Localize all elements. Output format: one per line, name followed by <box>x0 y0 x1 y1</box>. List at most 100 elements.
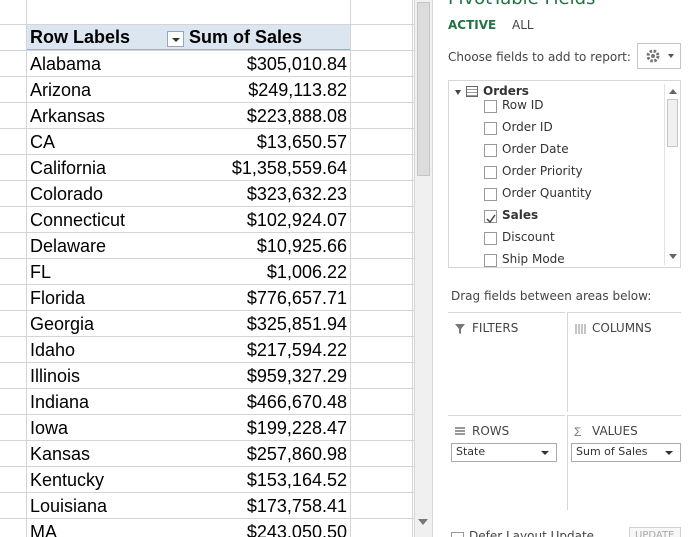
row-label: Kansas <box>30 444 91 464</box>
field-list-scrollbar[interactable] <box>664 84 680 265</box>
collapse-toggle[interactable] <box>455 90 461 95</box>
area-field-name: State <box>456 445 486 458</box>
sales-value: $173,758.41 <box>246 496 347 516</box>
drop-area: FILTERS <box>448 312 565 412</box>
row-gridline <box>0 154 414 155</box>
row-gridline <box>0 232 414 233</box>
sales-value: $243,050.50 <box>246 522 347 537</box>
row-gridline <box>0 76 414 77</box>
area-glyph <box>455 427 465 435</box>
field-checkbox[interactable] <box>484 100 497 113</box>
row-label: Alabama <box>30 54 102 74</box>
row-label: Delaware <box>30 236 107 256</box>
field-checkbox[interactable] <box>484 254 497 267</box>
tools-button[interactable] <box>637 43 681 69</box>
area-field-button[interactable]: State <box>451 443 557 462</box>
row-label: Kentucky <box>30 470 105 490</box>
row-label: Georgia <box>30 314 95 334</box>
column-gridline <box>26 0 27 537</box>
checkmark <box>486 214 496 224</box>
field-checkbox[interactable] <box>484 188 497 201</box>
row-label: FL <box>30 262 52 282</box>
sales-value: $466,670.48 <box>246 392 347 412</box>
area-glyph: Σ <box>574 425 581 439</box>
sales-value: $257,860.98 <box>246 444 347 464</box>
row-gridline <box>0 24 414 25</box>
update-button[interactable]: UPDATE <box>629 527 681 537</box>
dropdown-arrow <box>172 38 180 42</box>
row-filter-dropdown[interactable] <box>167 31 184 47</box>
field-name[interactable]: Order Date <box>502 142 569 156</box>
row-gridline <box>0 180 414 181</box>
sales-value: $10,925.66 <box>256 236 347 256</box>
sum-of-sales-header: Sum of Sales <box>189 27 303 47</box>
tab-active[interactable]: ACTIVE <box>448 18 497 32</box>
field-name[interactable]: Discount <box>502 230 555 244</box>
row-gridline <box>0 440 414 441</box>
field-checkbox[interactable] <box>484 232 497 245</box>
choose-fields-prompt: Choose fields to add to report: <box>448 50 631 64</box>
row-label: Idaho <box>30 340 76 360</box>
row-labels-header: Row Labels <box>30 27 131 47</box>
field-name[interactable]: Ship Mode <box>502 252 565 266</box>
field-name[interactable]: Sales <box>502 208 539 222</box>
field-checkbox[interactable] <box>484 144 497 157</box>
sheet-scrollbar[interactable] <box>414 0 432 537</box>
gear-icon <box>646 49 674 63</box>
defer-checkbox[interactable] <box>451 532 464 537</box>
scroll-thumb[interactable] <box>417 2 430 176</box>
area-icon <box>454 425 466 437</box>
pane-title: PivotTable Fields <box>448 0 595 9</box>
field-checkbox[interactable] <box>484 166 497 179</box>
spreadsheet: Row Labels Sum of Sales Alabama $305,010.84… <box>0 0 414 537</box>
drop-area: ROWS State <box>448 415 565 510</box>
row-label: Indiana <box>30 392 90 412</box>
row-label: Iowa <box>30 418 69 438</box>
row-label: CA <box>30 132 56 152</box>
sales-value: $13,650.57 <box>256 132 347 152</box>
field-name[interactable]: Order Quantity <box>502 186 592 200</box>
row-gridline <box>0 362 414 363</box>
area-icon <box>454 322 466 334</box>
area-label: ROWS <box>472 424 510 438</box>
row-label: Florida <box>30 288 86 308</box>
field-name[interactable]: Order ID <box>502 120 553 134</box>
field-checkbox[interactable] <box>484 122 497 135</box>
svg-text:Σ: Σ <box>574 426 581 438</box>
scroll-up-arrow[interactable] <box>669 89 677 94</box>
row-label: Illinois <box>30 366 81 386</box>
sales-value: $305,010.84 <box>246 54 347 74</box>
scroll-thumb[interactable] <box>667 99 678 147</box>
scroll-down-arrow[interactable] <box>669 254 677 259</box>
sales-value: $217,594.22 <box>246 340 347 360</box>
area-label: COLUMNS <box>592 321 652 335</box>
sales-value: $1,006.22 <box>266 262 347 282</box>
area-field-button[interactable]: Sum of Sales <box>571 443 681 462</box>
area-label: FILTERS <box>472 321 519 335</box>
scroll-down-arrow[interactable] <box>418 519 428 525</box>
row-gridline <box>0 518 414 519</box>
column-gridline <box>350 0 351 537</box>
area-label: VALUES <box>592 424 638 438</box>
table-icon <box>466 86 478 97</box>
row-gridline <box>0 414 414 415</box>
row-label: Louisiana <box>30 496 108 516</box>
sales-value: $249,113.82 <box>248 80 347 100</box>
field-checkbox[interactable] <box>484 210 497 224</box>
field-name[interactable]: Order Priority <box>502 164 583 178</box>
sales-value: $325,851.94 <box>246 314 347 334</box>
area-field-name: Sum of Sales <box>576 445 648 458</box>
row-gridline <box>0 284 414 285</box>
row-gridline <box>0 310 414 311</box>
row-gridline <box>0 466 414 467</box>
sales-value: $153,164.52 <box>246 470 347 490</box>
row-gridline <box>0 50 414 51</box>
area-icon: Σ <box>574 425 586 439</box>
row-label: Connecticut <box>30 210 126 230</box>
row-gridline <box>0 336 414 337</box>
area-field-arrow <box>665 451 673 455</box>
field-name[interactable]: Row ID <box>502 98 544 112</box>
row-gridline <box>0 206 414 207</box>
tab-all[interactable]: ALL <box>512 18 534 32</box>
